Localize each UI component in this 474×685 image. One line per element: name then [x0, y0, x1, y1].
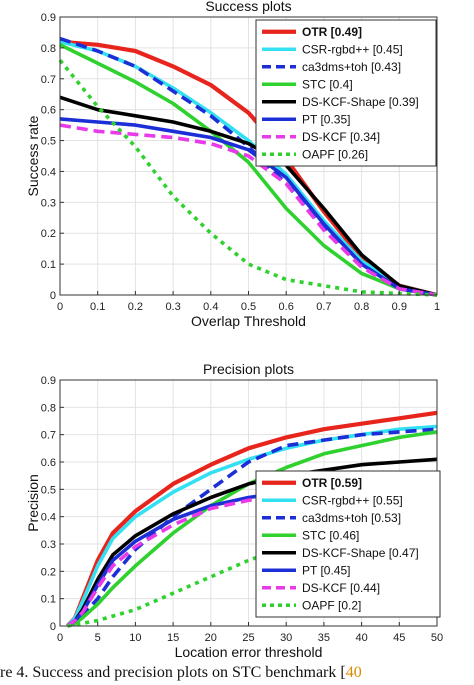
success-x-axis-label: Overlap Threshold — [191, 313, 306, 329]
success-x-tick-label: 1 — [434, 301, 440, 313]
success-series-line-4 — [59, 43, 438, 297]
precision-x-tick-label: 35 — [318, 632, 330, 644]
precision-y-axis-label: Precision — [25, 474, 41, 532]
success-y-tick-label: 0.8 — [41, 43, 56, 55]
success-x-tick-label: 0.4 — [203, 301, 218, 313]
success-legend: OTR [0.49] CSR-rgbd++ [0.45] ca3dms+toh [0… — [255, 19, 437, 167]
success-legend-label-8: OAPF [0.26] — [302, 147, 368, 161]
success-legend-label-4: STC [0.4] — [302, 77, 353, 91]
precision-legend-label-7: DS-KCF [0.44] — [302, 581, 380, 595]
success-series-line-8 — [58, 59, 438, 297]
success-y-tick-label: 0.3 — [41, 197, 56, 209]
success-x-tick-label: 0.3 — [165, 301, 180, 313]
success-x-tick-label: 0.7 — [316, 301, 331, 313]
precision-y-tick-label: 0.3 — [41, 539, 56, 551]
precision-legend-label-6: PT [0.45] — [302, 563, 350, 577]
success-chart: 0 0.1 0.2 0.3 0.4 0.5 0.6 0.7 0.8 0.9 1 0 0.1 0.2 0.3 0… — [25, 0, 440, 329]
precision-x-tick-label: 0 — [57, 632, 63, 644]
precision-y-tick-label: 0.5 — [41, 484, 56, 496]
precision-legend-label-1: OTR [0.59] — [302, 476, 362, 490]
precision-series-lines — [65, 410, 438, 628]
success-series-line-7 — [59, 123, 438, 297]
precision-y-tick-label: 0.8 — [41, 402, 56, 414]
precision-x-axis-label: Location error threshold — [175, 644, 323, 660]
success-x-tick-label: 0.2 — [128, 301, 143, 313]
precision-x-tick-label: 25 — [242, 632, 254, 644]
precision-x-tick-label: 40 — [355, 632, 367, 644]
precision-series-line-7 — [66, 484, 437, 628]
success-legend-label-1: OTR [0.49] — [302, 25, 362, 39]
precision-legend-label-8: OAPF [0.2] — [302, 598, 361, 612]
success-legend-label-5: DS-KCF-Shape [0.39] — [302, 95, 419, 109]
success-y-tick-label: 0.4 — [41, 166, 56, 178]
success-y-tick-label: 0.5 — [41, 136, 56, 148]
success-x-tick-label: 0.9 — [392, 301, 407, 313]
success-x-tick-label: 0.5 — [241, 301, 256, 313]
precision-chart: 0 5 10 15 20 25 30 35 40 45 50 0 0.1 0.2 0.3 0.4 0.5 0.6 0… — [25, 361, 443, 660]
figure-caption: re 4. Success and precision plots on STC… — [0, 664, 474, 682]
figure: 0 0.1 0.2 0.3 0.4 0.5 0.6 0.7 0.8 0.9 100.10.20.30… — [25, 0, 443, 660]
precision-legend-label-5: DS-KCF-Shape [0.47] — [302, 546, 419, 560]
precision-legend-label-2: CSR-rgbd++ [0.55] — [302, 493, 403, 507]
precision-y-tick-label: 0.7 — [41, 430, 56, 442]
precision-chart-title: Precision plots — [203, 361, 294, 377]
precision-series-line-4 — [66, 430, 438, 628]
success-x-tick-label: 0.8 — [354, 301, 369, 313]
precision-y-tick-label: 0.2 — [41, 566, 56, 578]
success-legend-label-7: DS-KCF [0.34] — [302, 130, 380, 144]
success-legend-label-6: PT [0.35] — [302, 112, 350, 126]
success-x-tick-label: 0 — [57, 301, 63, 313]
precision-x-tick-label: 30 — [280, 632, 292, 644]
precision-legend-label-3: ca3dms+toh [0.53] — [302, 511, 401, 525]
precision-legend: OTR [0.59] CSR-rgbd++ [0.55] ca3dms+toh [0… — [255, 470, 441, 618]
precision-x-tick-label: 10 — [129, 632, 141, 644]
success-y-tick-label: 0.1 — [41, 259, 56, 271]
precision-y-tick-label: 0.6 — [41, 457, 56, 469]
precision-x-tick-label: 5 — [95, 632, 101, 644]
success-y-tick-label: 0 — [50, 290, 56, 302]
precision-x-tick-label: 15 — [167, 632, 179, 644]
caption-text: re 4. Success and precision plots on STC… — [0, 664, 346, 681]
success-y-tick-label: 0.2 — [41, 228, 56, 240]
precision-legend-box — [255, 470, 441, 618]
success-legend-label-3: ca3dms+toh [0.43] — [302, 60, 401, 74]
caption-reference: 40 — [345, 664, 362, 681]
success-x-tick-label: 0.6 — [279, 301, 294, 313]
success-series-line-2 — [59, 39, 438, 297]
success-y-axis-label: Success rate — [25, 115, 41, 196]
precision-x-tick-label: 20 — [205, 632, 217, 644]
success-x-tick-label: 0.1 — [90, 301, 105, 313]
success-legend-label-2: CSR-rgbd++ [0.45] — [302, 42, 403, 56]
success-series-line-5 — [59, 95, 438, 297]
success-y-tick-label: 0.9 — [41, 12, 56, 24]
precision-series-line-3 — [66, 427, 438, 628]
precision-x-tick-label: 50 — [431, 632, 443, 644]
precision-legend-label-4: STC [0.46] — [302, 528, 359, 542]
success-chart-title: Success plots — [205, 0, 291, 14]
precision-y-tick-label: 0.1 — [41, 594, 56, 606]
success-y-tick-label: 0.6 — [41, 105, 56, 117]
precision-y-tick-label: 0.9 — [41, 375, 56, 387]
success-y-tick-label: 0.7 — [41, 74, 56, 86]
precision-x-tick-label: 45 — [393, 632, 405, 644]
precision-y-tick-label: 0.4 — [41, 512, 56, 524]
success-legend-box — [255, 19, 437, 167]
precision-y-tick-label: 0 — [50, 621, 56, 633]
